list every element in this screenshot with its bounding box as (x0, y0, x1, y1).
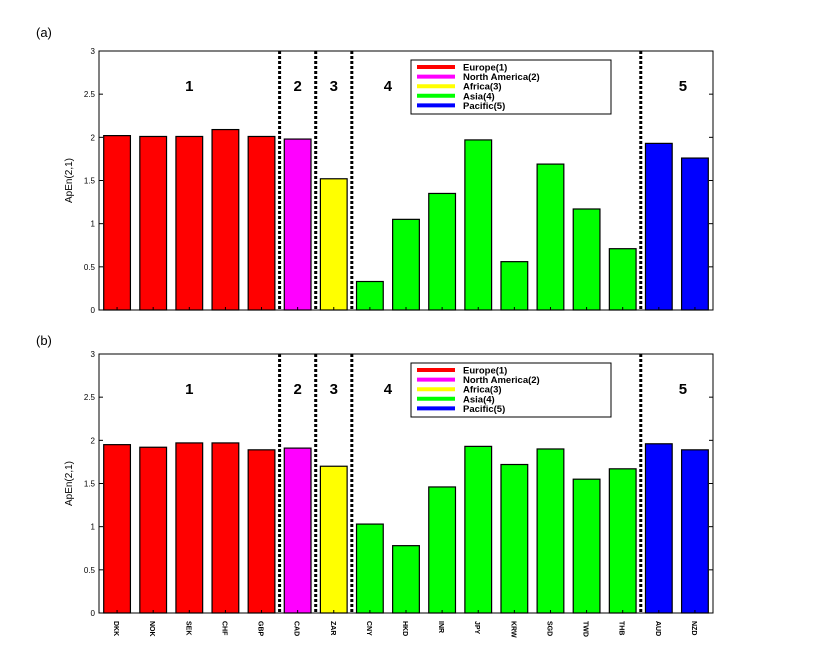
bar-cad (283, 447, 312, 614)
bar-aud (644, 443, 673, 614)
x-tick-label: CNY (365, 621, 372, 636)
bar-cad (283, 138, 312, 311)
x-tick-label: TWD (582, 621, 589, 637)
bar-krw (500, 463, 529, 614)
x-tick-label: GBP (257, 621, 264, 637)
y-tick-label: 2.5 (84, 393, 96, 402)
bar-aud (644, 142, 673, 311)
legend-label: Europe(1) (463, 366, 507, 377)
legend: Europe(1)North America(2)Africa(3)Asia(4… (410, 59, 612, 115)
legend-label: Asia(4) (463, 91, 495, 102)
legend-label: North America(2) (463, 375, 540, 386)
y-axis-label: ApEn(2,1) (64, 158, 75, 203)
y-tick-label: 0 (91, 609, 96, 618)
bar-hkd (392, 218, 420, 311)
bar-twd (572, 208, 601, 311)
legend-label: North America(2) (463, 72, 540, 83)
bar-sgd (536, 448, 565, 614)
group-label-2: 2 (293, 78, 301, 95)
legend-label: Pacific(5) (463, 404, 505, 415)
group-label-3: 3 (330, 78, 338, 95)
x-tick-label: ZAR (329, 621, 336, 635)
y-tick-label: 0.5 (84, 566, 96, 575)
group-label-4: 4 (384, 381, 393, 398)
chart-panel-b: (b) 0 0.5 1 1.5 2 2.5 3 ApEn(2,1) DKK NOK SEK CHF GBP… (36, 333, 714, 638)
bar-sek (175, 442, 204, 614)
legend-label: Asia(4) (463, 394, 495, 405)
y-tick-label: 2 (91, 436, 96, 445)
legend: Europe(1)North America(2)Africa(3)Asia(4… (410, 362, 612, 418)
bar-nok (139, 135, 168, 311)
legend-label: Europe(1) (463, 63, 507, 74)
bar-thb (608, 248, 637, 311)
x-tick-label: NZD (690, 621, 697, 635)
panel-label: (b) (36, 333, 52, 348)
bar-thb (608, 468, 637, 614)
y-tick-label: 0.5 (84, 263, 96, 272)
x-tick-label: CHF (220, 621, 227, 636)
group-label-5: 5 (679, 78, 687, 95)
bar-gbp (247, 135, 276, 311)
y-axis-label: ApEn(2,1) (64, 461, 75, 506)
legend-label: Africa(3) (463, 82, 502, 93)
bar-jpy (464, 445, 493, 614)
x-tick-label: JPY (473, 621, 480, 635)
y-tick-label: 0 (91, 306, 96, 315)
x-tick-label: DKK (112, 621, 119, 636)
bar-jpy (464, 139, 493, 311)
x-tick-label: CAD (293, 621, 300, 636)
bar-nzd (680, 157, 709, 311)
x-tick-label: SGD (545, 621, 552, 636)
bar-nzd (680, 449, 709, 614)
y-tick-label: 2.5 (84, 90, 96, 99)
bar-inr (428, 192, 457, 311)
bar-zar (319, 178, 348, 311)
bar-nok (139, 446, 168, 614)
y-tick-label: 3 (91, 47, 96, 56)
group-label-2: 2 (293, 381, 301, 398)
x-tick-label: SEK (184, 621, 191, 635)
bar-sgd (536, 163, 565, 311)
bar-hkd (392, 545, 420, 614)
y-tick-label: 1.5 (84, 177, 96, 186)
group-label-1: 1 (185, 78, 193, 95)
y-tick-label: 3 (91, 350, 96, 359)
group-label-5: 5 (679, 381, 687, 398)
bar-dkk (103, 444, 132, 614)
bar-zar (319, 465, 348, 614)
x-tick-label: INR (437, 621, 444, 633)
bar-chf (211, 128, 240, 311)
bar-dkk (103, 135, 132, 311)
y-tick-label: 1 (91, 523, 96, 532)
x-tick-label: NOK (148, 621, 155, 637)
group-label-4: 4 (384, 78, 393, 95)
bar-cny (355, 523, 384, 614)
bar-gbp (247, 449, 276, 614)
group-label-1: 1 (185, 381, 193, 398)
bar-cny (355, 280, 384, 311)
legend-label: Africa(3) (463, 385, 502, 396)
bar-sek (175, 135, 204, 311)
bar-twd (572, 478, 601, 614)
x-tick-label: THB (618, 621, 625, 635)
chart-panel-a: (a) 0 0.5 1 1.5 2 2.5 3 ApEn(2,1) 1 2 3 4 5 Europe(1)N… (36, 25, 714, 315)
x-tick-label: AUD (654, 621, 661, 636)
bar-krw (500, 261, 529, 311)
y-tick-label: 1.5 (84, 480, 96, 489)
panel-label: (a) (36, 25, 52, 40)
x-tick-label: HKD (401, 621, 408, 636)
bar-chf (211, 442, 240, 614)
legend-label: Pacific(5) (463, 101, 505, 112)
y-tick-label: 1 (91, 220, 96, 229)
group-label-3: 3 (330, 381, 338, 398)
bar-inr (428, 486, 457, 614)
x-tick-label: KRW (509, 621, 516, 638)
y-tick-label: 2 (91, 133, 96, 142)
